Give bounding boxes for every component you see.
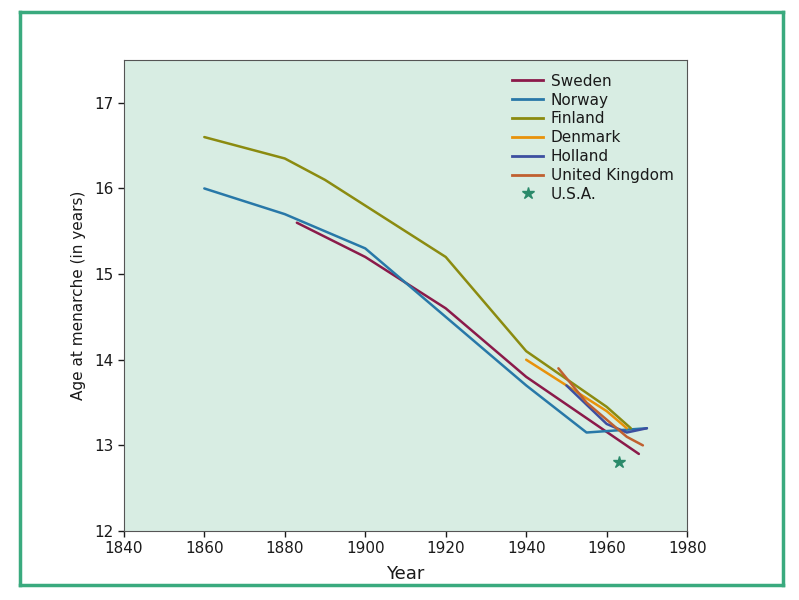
Sweden	[360, 253, 370, 260]
Finland	[280, 155, 289, 162]
Line: Denmark: Denmark	[527, 360, 626, 428]
United Kingdom	[582, 399, 591, 406]
Sweden	[522, 373, 531, 380]
Legend: Sweden, Norway, Finland, Denmark, Holland, United Kingdom, U.S.A.: Sweden, Norway, Finland, Denmark, Hollan…	[507, 68, 679, 208]
United Kingdom	[622, 433, 631, 440]
Line: Sweden: Sweden	[297, 223, 639, 454]
Denmark	[602, 407, 611, 415]
Finland	[200, 133, 209, 140]
Norway	[280, 211, 289, 218]
X-axis label: Year: Year	[386, 565, 425, 583]
Norway	[522, 382, 531, 389]
Sweden	[634, 451, 644, 458]
Norway	[200, 185, 209, 192]
Holland	[602, 421, 611, 428]
Norway	[642, 425, 652, 432]
Line: Finland: Finland	[205, 137, 631, 428]
Line: United Kingdom: United Kingdom	[559, 368, 643, 445]
Norway	[582, 429, 591, 436]
Sweden	[441, 305, 451, 312]
Finland	[320, 176, 330, 184]
Holland	[642, 425, 652, 432]
Denmark	[522, 356, 531, 364]
Norway	[360, 245, 370, 252]
Y-axis label: Age at menarche (in years): Age at menarche (in years)	[71, 191, 85, 400]
Denmark	[562, 382, 571, 389]
Line: Holland: Holland	[566, 385, 647, 433]
Holland	[562, 382, 571, 389]
Sweden	[292, 219, 302, 226]
United Kingdom	[638, 442, 648, 449]
Line: Norway: Norway	[205, 188, 647, 433]
Finland	[441, 253, 451, 260]
Denmark	[622, 425, 631, 432]
Finland	[602, 403, 611, 410]
Finland	[360, 202, 370, 209]
United Kingdom	[554, 365, 563, 372]
United Kingdom	[602, 416, 611, 423]
Holland	[622, 429, 631, 436]
Finland	[522, 347, 531, 355]
Finland	[626, 425, 636, 432]
Norway	[441, 313, 451, 320]
